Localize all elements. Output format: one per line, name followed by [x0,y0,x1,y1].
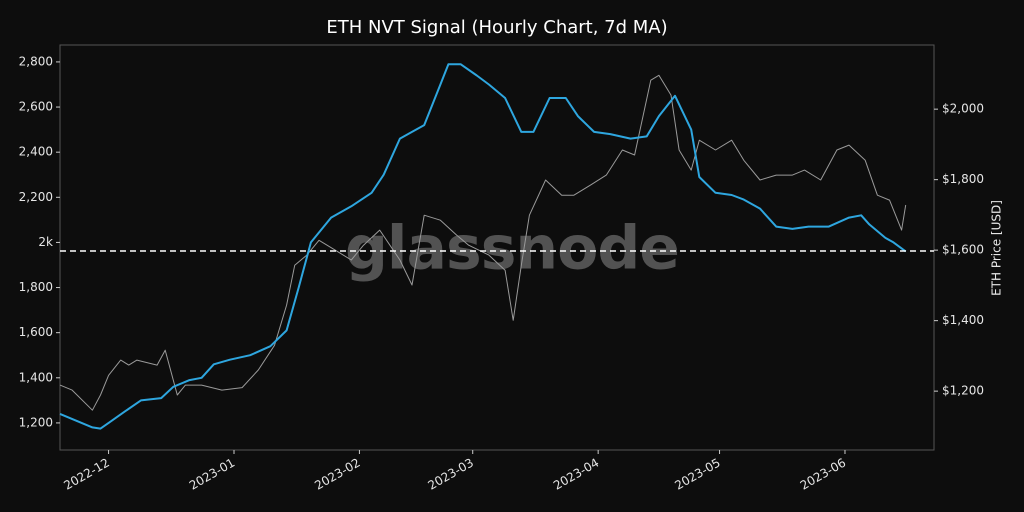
y-tick-label: 1,600 [19,325,53,339]
y2-tick-label: $2,000 [942,102,984,116]
y2-tick-label: $1,800 [942,172,984,186]
y-tick-label: 1,800 [19,280,53,294]
y-tick-label: 2,400 [19,145,53,159]
nvt-line [59,63,907,430]
y2-axis-label: ETH Price [USD] [990,200,1004,296]
y-tick-label: 2k [38,235,53,249]
price-line [59,74,907,411]
chart-title: ETH NVT Signal (Hourly Chart, 7d MA) [326,17,667,38]
watermark: glassnode [345,214,679,284]
y2-tick-label: $1,600 [942,243,984,257]
y-tick-label: 1,400 [19,370,53,384]
y2-tick-label: $1,200 [942,384,984,398]
y-tick-label: 2,200 [19,190,53,204]
y-tick-label: 1,200 [19,415,53,429]
y-tick-label: 2,800 [19,54,53,68]
y2-tick-label: $1,400 [942,313,984,327]
plot-frame [59,44,935,451]
y-tick-label: 2,600 [19,100,53,114]
